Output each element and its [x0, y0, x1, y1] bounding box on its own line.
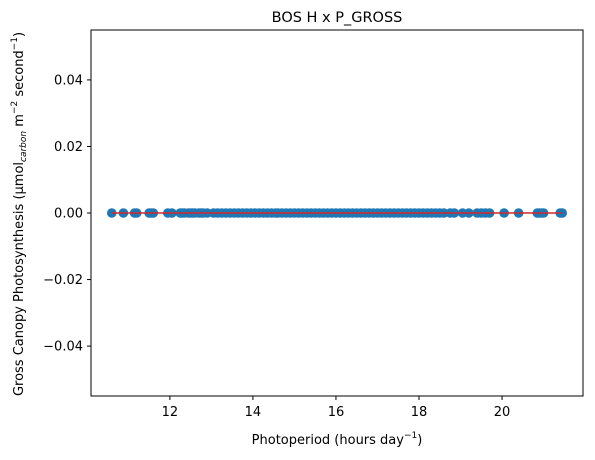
x-tick-label: 12: [162, 405, 179, 420]
y-axis-label-sup2: −1: [10, 37, 20, 50]
chart-title: BOS H x P_GROSS: [272, 10, 403, 26]
x-axis-label: Photoperiod (hours day−1): [252, 431, 423, 448]
y-axis-label-main: Gross Canopy Photosynthesis (µmol: [12, 162, 27, 396]
y-axis: −0.04 −0.02 0.00 0.02 0.04: [43, 73, 91, 355]
x-axis-label-sup: −1: [404, 431, 417, 441]
y-axis-label-sup1: −2: [10, 101, 20, 114]
y-axis-label-middle: m: [12, 114, 27, 131]
x-axis: 12 14 16 18 20: [162, 396, 511, 420]
x-tick-label: 16: [328, 405, 345, 420]
x-tick-label: 14: [245, 405, 262, 420]
y-tick-label: 0.04: [54, 73, 83, 88]
y-tick-label: −0.02: [43, 273, 83, 288]
plot-area: [106, 208, 568, 218]
y-tick-label: 0.02: [54, 140, 83, 155]
y-axis-label-sub: carbon: [19, 131, 29, 162]
x-axis-label-suffix: ): [417, 433, 422, 448]
y-axis-label: Gross Canopy Photosynthesis (µmolcarbon …: [10, 32, 29, 396]
x-axis-label-main: Photoperiod (hours day: [252, 433, 405, 448]
y-axis-label-suffix: ): [12, 32, 27, 37]
y-tick-label: −0.04: [43, 340, 83, 355]
x-tick-label: 20: [494, 405, 511, 420]
y-tick-label: 0.00: [54, 207, 83, 222]
y-axis-label-middle2: second: [12, 50, 27, 101]
x-tick-label: 18: [411, 405, 428, 420]
